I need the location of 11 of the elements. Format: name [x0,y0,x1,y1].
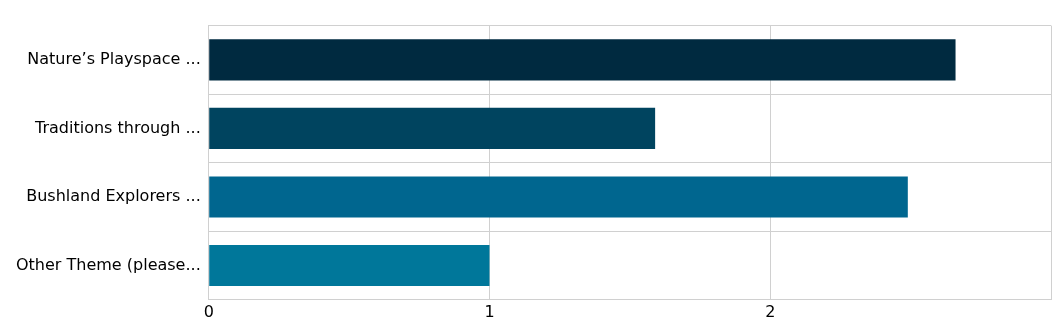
bar [209,39,956,81]
y-tick-label: Bushland Explorers ... [26,186,201,206]
y-tick-label: Nature’s Playspace ... [27,49,201,69]
bar [209,107,656,149]
x-tick-label: 0 [203,301,214,321]
x-tick-label: 1 [484,301,495,321]
x-tick-label: 2 [765,301,776,321]
y-tick-label: Traditions through ... [34,117,201,137]
bar [209,176,908,218]
y-tick-label: Other Theme (please... [16,254,201,274]
bar [209,244,490,287]
